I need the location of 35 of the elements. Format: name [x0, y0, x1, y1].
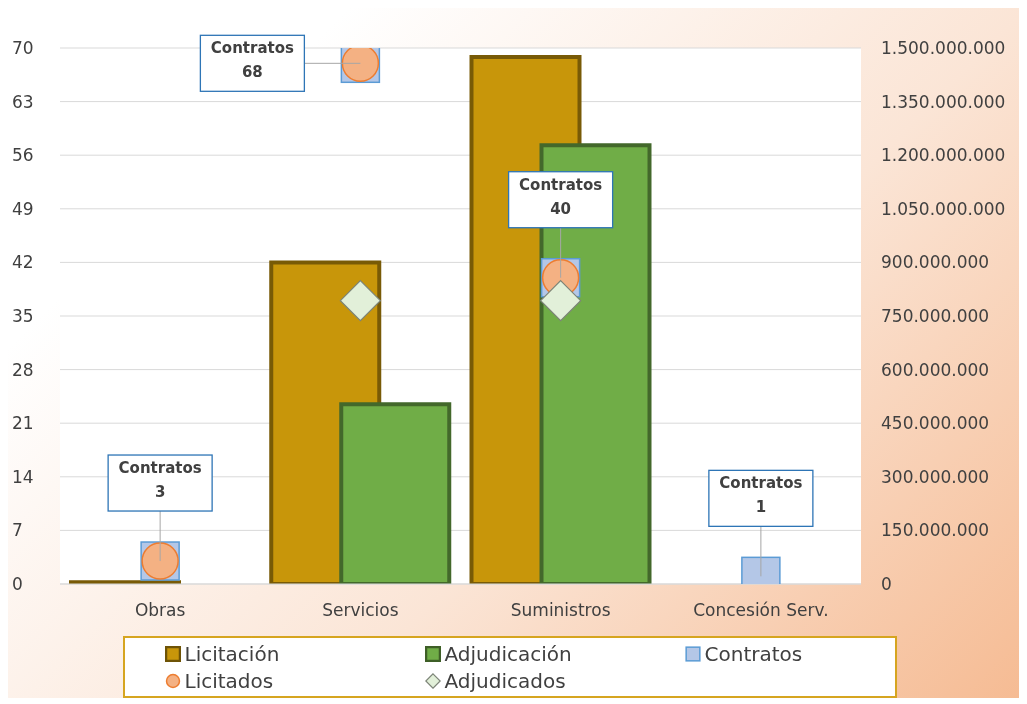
legend-label: Contratos	[704, 641, 803, 666]
y-tick-label: 49	[12, 198, 34, 219]
x-tick-label: Suministros	[510, 600, 611, 621]
y2-tick-label: 150.000.000	[881, 520, 990, 541]
y-tick-label: 35	[12, 306, 34, 327]
y2-tick-label: 1.500.000.000	[881, 38, 1006, 59]
y-tick-label: 70	[12, 38, 34, 59]
y-tick-label: 21	[12, 413, 34, 434]
y-tick-label: 7	[12, 520, 23, 541]
x-tick-label: Concesión Serv.	[693, 600, 829, 621]
y-tick-label: 14	[12, 466, 34, 487]
y2-tick-label: 600.000.000	[881, 359, 990, 380]
legend-label: Licitados	[184, 668, 274, 693]
legend-label: Adjudicación	[444, 641, 572, 666]
data-label: Contratos 68	[210, 39, 294, 82]
y2-tick-label: 1.200.000.000	[881, 145, 1006, 166]
x-tick-label: Obras	[134, 600, 186, 621]
data-label: Contratos 1	[719, 474, 803, 517]
x-tick-label: Servicios	[322, 600, 399, 621]
y-tick-label: 63	[12, 91, 34, 112]
data-label: Contratos 40	[519, 175, 603, 218]
y2-tick-label: 1.050.000.000	[881, 198, 1006, 219]
legend-label: Adjudicados	[444, 668, 566, 693]
y2-tick-label: 0	[881, 574, 892, 595]
y-tick-label: 42	[12, 252, 34, 273]
y-tick-label: 56	[12, 145, 34, 166]
y-tick-label: 0	[12, 574, 23, 595]
y-tick-label: 28	[12, 359, 34, 380]
y2-tick-label: 1.350.000.000	[881, 91, 1006, 112]
y2-tick-label: 450.000.000	[881, 413, 990, 434]
data-label: Contratos 3	[118, 459, 202, 502]
y2-tick-label: 900.000.000	[881, 252, 990, 273]
legend-label: Licitación	[184, 641, 280, 666]
y2-tick-label: 750.000.000	[881, 306, 990, 327]
y2-tick-label: 300.000.000	[881, 466, 990, 487]
